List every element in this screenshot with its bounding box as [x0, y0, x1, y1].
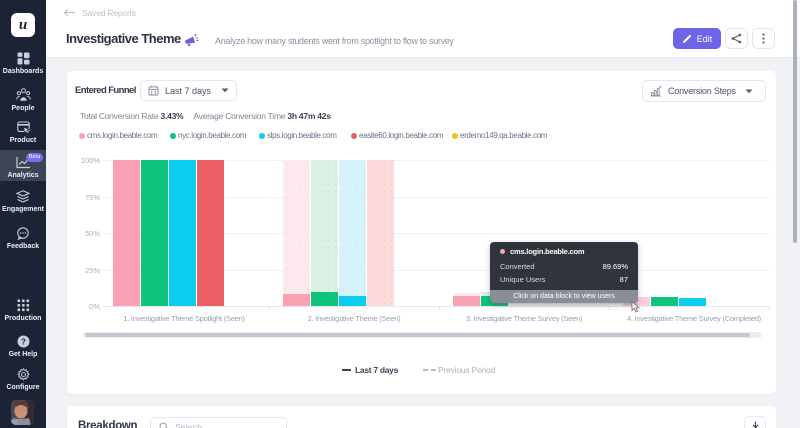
- svg-text:?: ?: [21, 337, 26, 346]
